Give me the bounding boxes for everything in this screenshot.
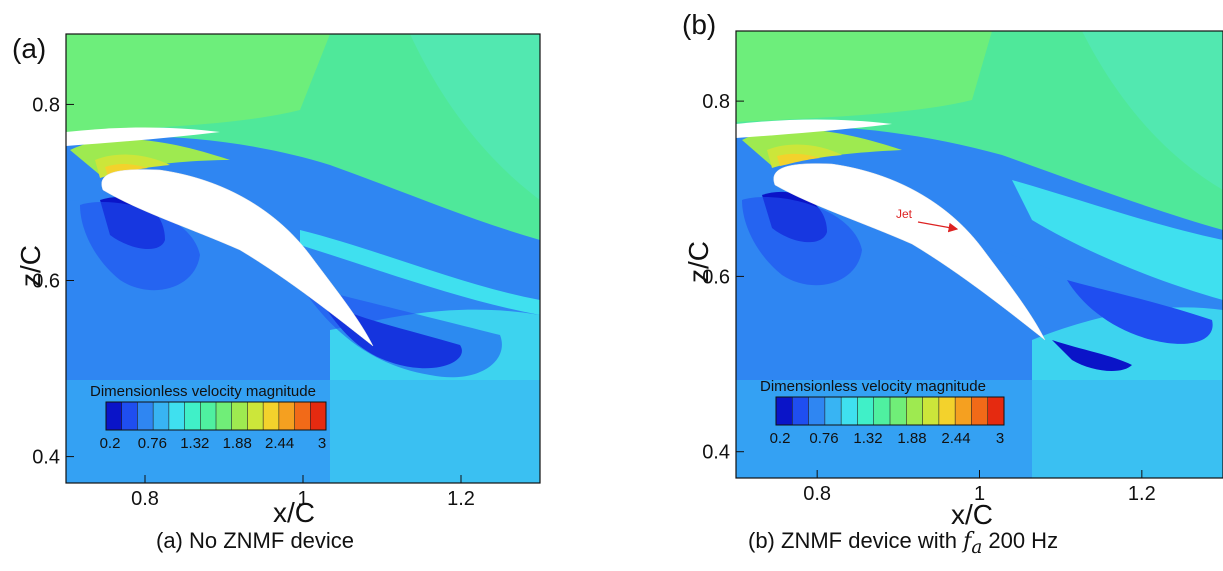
colorbar-title: Dimensionless velocity magnitude (90, 383, 316, 400)
panel-letter: (a) (12, 33, 46, 64)
y-tick-label: 0.8 (702, 91, 730, 113)
colorbar-swatch (906, 397, 924, 425)
colorbar-tick-label: 2.44 (941, 430, 970, 447)
y-tick-label: 0.8 (32, 94, 60, 116)
colorbar-swatch (938, 397, 956, 425)
colorbar-tick-label: 3 (318, 435, 326, 452)
airfoil-shape (101, 169, 374, 347)
x-axis-label: x/C (273, 497, 315, 528)
colorbar-title: Dimensionless velocity magnitude (760, 378, 986, 395)
colorbar-swatch (263, 402, 280, 430)
colorbar-swatch (955, 397, 972, 425)
colorbar-swatch (971, 397, 989, 425)
flow-field (66, 34, 540, 483)
caption-subscript: a (971, 537, 983, 559)
colorbar-swatch (987, 397, 1005, 425)
colorbar-tick-label: 0.2 (770, 430, 791, 447)
colorbar-border (105, 401, 327, 431)
colorbar-ticks: 0.2 0.76 1.32 1.88 2.44 3 (100, 435, 327, 452)
panel-b: (b) 0.8 1 1.2 0.8 0.6 0.4 x/C z/C Jet (612, 0, 1223, 571)
figure-caption: (b) ZNMF device with fa 200 Hz (748, 528, 1058, 558)
x-ticks: 0.8 1 1.2 (131, 475, 475, 510)
y-tick-label: 0.6 (32, 271, 60, 293)
x-tick-label: 1 (297, 488, 308, 510)
colorbar-border (775, 396, 1005, 426)
y-tick-label: 0.6 (702, 266, 730, 288)
colorbar-swatch (247, 402, 264, 430)
y-axis-label: z/C (683, 241, 714, 283)
colorbar-tick-label: 1.88 (223, 435, 252, 452)
caption-suffix: 200 Hz (982, 528, 1059, 553)
colorbar-swatch (216, 402, 233, 430)
colorbar-swatch (121, 402, 138, 430)
airfoil-shape (773, 163, 1046, 341)
colorbar-tick-label: 1.32 (853, 430, 882, 447)
jet-label: Jet (896, 207, 913, 221)
colorbar-swatch (184, 402, 201, 430)
x-tick-label: 0.8 (131, 488, 159, 510)
colorbar-swatch (200, 402, 217, 430)
colorbar (105, 401, 327, 431)
colorbar-swatch (294, 402, 311, 430)
colorbar-ticks: 0.2 0.76 1.32 1.88 2.44 3 (770, 430, 1005, 447)
contour-plot-b: (b) 0.8 1 1.2 0.8 0.6 0.4 x/C z/C Jet (682, 9, 1223, 530)
colorbar-swatch (841, 397, 858, 425)
y-ticks: 0.8 0.6 0.4 (32, 94, 74, 469)
colorbar-swatch (106, 402, 123, 430)
colorbar-tick-label: 2.44 (265, 435, 294, 452)
colorbar (775, 396, 1005, 426)
x-tick-label: 1.2 (1128, 483, 1156, 505)
colorbar-tick-label: 3 (996, 430, 1004, 447)
colorbar-swatch (808, 397, 826, 425)
y-ticks: 0.8 0.6 0.4 (702, 91, 744, 464)
colorbar-swatch (137, 402, 154, 430)
colorbar-tick-label: 1.32 (180, 435, 209, 452)
y-tick-label: 0.4 (32, 447, 60, 469)
colorbar-swatch (890, 397, 907, 425)
colorbar-tick-label: 1.88 (897, 430, 926, 447)
caption-symbol: f (963, 529, 972, 554)
colorbar-swatch (153, 402, 170, 430)
jet-arrow (917, 221, 959, 233)
colorbar-swatch (824, 397, 842, 425)
colorbar-swatch (776, 397, 793, 425)
y-axis-label: z/C (15, 245, 46, 287)
colorbar-swatch (278, 402, 296, 430)
x-tick-label: 0.8 (803, 483, 831, 505)
colorbar-tick-label: 0.76 (138, 435, 167, 452)
colorbar-swatch (873, 397, 891, 425)
colorbar-tick-label: 0.2 (100, 435, 121, 452)
y-tick-label: 0.4 (702, 442, 730, 464)
caption-prefix: (b) ZNMF device with (748, 528, 964, 553)
contour-plot-a: (a) 0.8 1 1.2 (12, 33, 541, 528)
colorbar-swatch (792, 397, 810, 425)
x-tick-label: 1 (974, 483, 985, 505)
colorbar-swatch (922, 397, 940, 425)
figure-caption: (a) No ZNMF device (156, 528, 355, 553)
colorbar-swatch (857, 397, 875, 425)
x-ticks: 0.8 1 1.2 (803, 470, 1156, 505)
x-tick-label: 1.2 (447, 488, 475, 510)
colorbar-swatch (310, 402, 327, 430)
colorbar-swatch (231, 402, 248, 430)
colorbar-tick-label: 0.76 (809, 430, 838, 447)
colorbar-swatch (168, 402, 186, 430)
panel-a: (a) 0.8 1 1.2 (12, 33, 541, 553)
x-axis-label: x/C (951, 499, 993, 530)
panel-letter: (b) (682, 9, 716, 40)
